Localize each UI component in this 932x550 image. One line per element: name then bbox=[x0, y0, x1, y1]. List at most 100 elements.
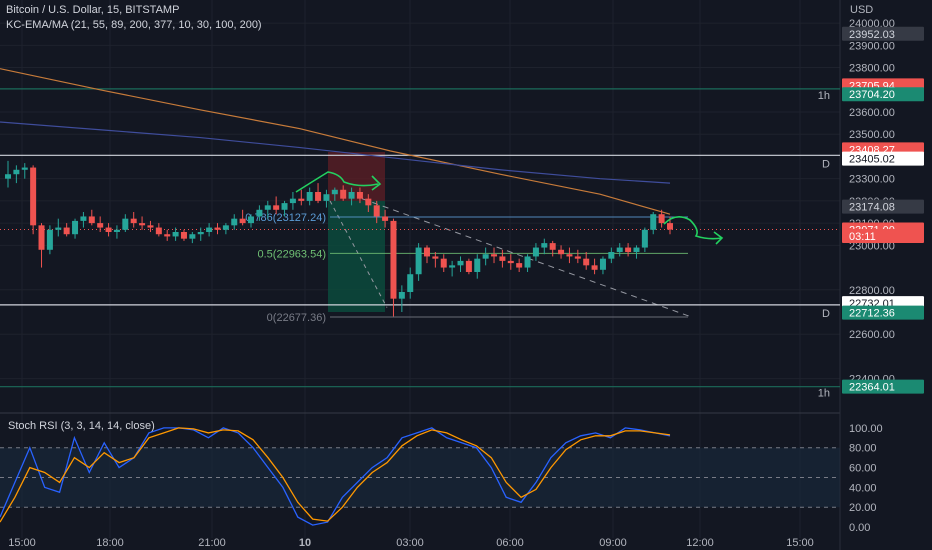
candle[interactable] bbox=[46, 225, 53, 255]
candle[interactable] bbox=[13, 165, 20, 184]
stoch-rsi-line bbox=[0, 427, 671, 526]
candle[interactable] bbox=[197, 227, 204, 241]
candle[interactable] bbox=[30, 165, 37, 235]
candle[interactable] bbox=[189, 232, 196, 244]
candle[interactable] bbox=[289, 192, 296, 210]
candle-body bbox=[491, 254, 498, 257]
candle[interactable] bbox=[55, 218, 62, 237]
candle[interactable] bbox=[382, 209, 389, 228]
price-tag-bg bbox=[842, 199, 924, 214]
candle[interactable] bbox=[365, 194, 372, 212]
x-tick-label: 03:00 bbox=[396, 537, 424, 549]
rsi-tick-label: 60.00 bbox=[849, 463, 877, 475]
candle[interactable] bbox=[574, 249, 581, 264]
candle[interactable] bbox=[524, 254, 531, 272]
candle[interactable] bbox=[164, 229, 171, 241]
candle-body bbox=[155, 227, 162, 235]
candle[interactable] bbox=[105, 223, 112, 237]
candle[interactable] bbox=[407, 267, 414, 299]
candle[interactable] bbox=[625, 243, 632, 257]
candle[interactable] bbox=[21, 163, 28, 179]
candle[interactable] bbox=[474, 254, 481, 279]
candle[interactable] bbox=[113, 225, 120, 239]
candle[interactable] bbox=[323, 189, 330, 208]
candle[interactable] bbox=[231, 214, 238, 230]
candle[interactable] bbox=[532, 243, 539, 261]
candle[interactable] bbox=[658, 209, 665, 228]
candle[interactable] bbox=[390, 218, 397, 317]
candle[interactable] bbox=[88, 209, 95, 226]
candle[interactable] bbox=[80, 212, 87, 228]
candle[interactable] bbox=[122, 214, 129, 232]
candle[interactable] bbox=[491, 247, 498, 264]
candle[interactable] bbox=[457, 256, 464, 272]
candle[interactable] bbox=[566, 247, 573, 264]
candle[interactable] bbox=[298, 189, 305, 206]
candles[interactable] bbox=[5, 160, 673, 317]
moving-averages bbox=[0, 68, 671, 215]
candle[interactable] bbox=[591, 258, 598, 275]
candle[interactable] bbox=[398, 285, 405, 312]
candle[interactable] bbox=[172, 227, 179, 241]
candle-body bbox=[206, 227, 213, 232]
candle[interactable] bbox=[38, 223, 45, 268]
candle[interactable] bbox=[650, 212, 657, 235]
candle[interactable] bbox=[155, 223, 162, 237]
candle[interactable] bbox=[641, 227, 648, 252]
candle[interactable] bbox=[214, 223, 221, 235]
candle[interactable] bbox=[541, 238, 548, 255]
candle[interactable] bbox=[63, 223, 70, 237]
candle[interactable] bbox=[97, 216, 104, 232]
candle[interactable] bbox=[432, 252, 439, 268]
rsi-tick-label: 40.00 bbox=[849, 482, 877, 494]
candle[interactable] bbox=[356, 187, 363, 204]
candle[interactable] bbox=[583, 252, 590, 270]
candle[interactable] bbox=[373, 200, 380, 224]
candle[interactable] bbox=[139, 216, 146, 230]
candle[interactable] bbox=[499, 249, 506, 268]
candle-body bbox=[331, 189, 338, 195]
candle[interactable] bbox=[415, 243, 422, 281]
candle[interactable] bbox=[423, 245, 430, 264]
candle-body bbox=[616, 247, 623, 252]
candle[interactable] bbox=[273, 196, 280, 215]
candle[interactable] bbox=[256, 205, 263, 221]
candle[interactable] bbox=[239, 209, 246, 226]
candle[interactable] bbox=[130, 212, 137, 228]
x-tick-label: 15:00 bbox=[8, 537, 36, 549]
candle[interactable] bbox=[558, 245, 565, 259]
candle[interactable] bbox=[516, 258, 523, 272]
candle[interactable] bbox=[222, 223, 229, 235]
candle[interactable] bbox=[482, 247, 489, 266]
candle[interactable] bbox=[340, 185, 347, 201]
candle[interactable] bbox=[5, 160, 11, 188]
price-tag-label: 22364.01 bbox=[849, 382, 895, 394]
candle[interactable] bbox=[599, 256, 606, 275]
candle[interactable] bbox=[608, 247, 615, 264]
candle[interactable] bbox=[507, 254, 514, 270]
candle-body bbox=[658, 214, 665, 224]
candle[interactable] bbox=[465, 258, 472, 275]
candle[interactable] bbox=[633, 245, 640, 259]
candle[interactable] bbox=[206, 223, 213, 237]
candle-body bbox=[532, 247, 539, 257]
candle[interactable] bbox=[248, 214, 255, 228]
candle[interactable] bbox=[449, 260, 456, 277]
candle[interactable] bbox=[549, 240, 556, 257]
candle-body bbox=[591, 265, 598, 270]
candle[interactable] bbox=[72, 218, 79, 239]
candle[interactable] bbox=[180, 229, 187, 241]
candle[interactable] bbox=[264, 200, 271, 219]
candle-body bbox=[566, 254, 573, 257]
candle[interactable] bbox=[306, 187, 313, 206]
candle[interactable] bbox=[331, 187, 338, 201]
candle[interactable] bbox=[315, 183, 322, 204]
candle-body bbox=[432, 256, 439, 259]
candle[interactable] bbox=[616, 243, 623, 257]
candle[interactable] bbox=[440, 254, 447, 272]
candle[interactable] bbox=[147, 220, 154, 232]
candle-body bbox=[5, 174, 11, 179]
candle[interactable] bbox=[281, 200, 288, 217]
candle[interactable] bbox=[348, 187, 355, 206]
